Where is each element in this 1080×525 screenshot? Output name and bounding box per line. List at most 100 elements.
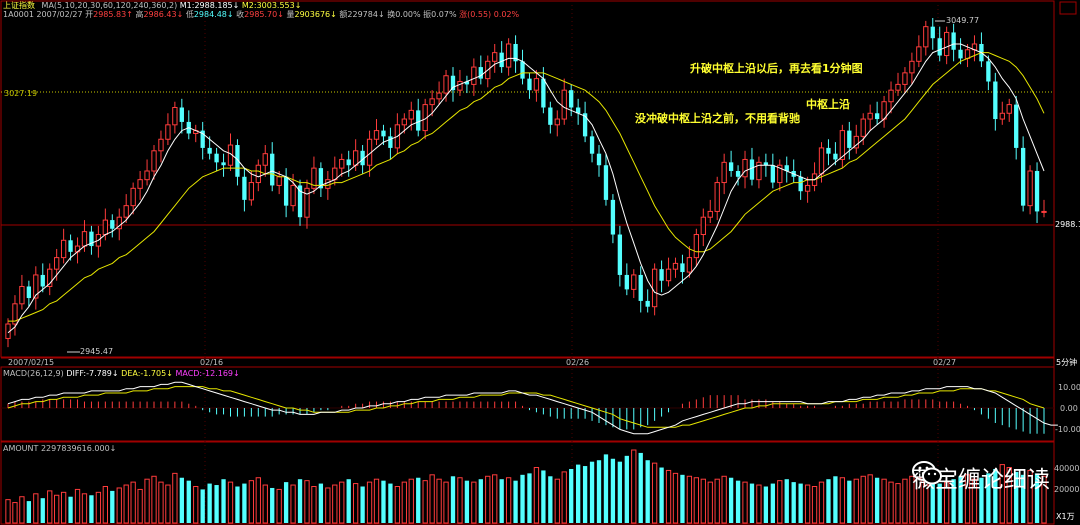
date-label-2: 02/26 [566, 358, 590, 367]
candle-body-down [624, 274, 629, 290]
amount-bar-up [1027, 469, 1033, 524]
amount-bar-up [631, 449, 637, 524]
candles-layer [5, 18, 1047, 348]
candle-body-up [944, 31, 950, 57]
amount-bar-down [242, 483, 247, 523]
candle-body-down [680, 263, 685, 273]
m2-label: M2: [241, 1, 257, 10]
candle-body-down [937, 38, 942, 56]
amount-bar-up [95, 491, 102, 524]
candle-body-up [1006, 104, 1012, 114]
amount-bar-up [123, 484, 129, 524]
amount-bar-down [1034, 473, 1040, 523]
macd-header: MACD(26,12,9) DIFF:-7.789↓ DEA:-1.705↓ M… [3, 369, 240, 378]
watermark: 薇宝缠论细读 [912, 460, 1050, 494]
candle-body-down [603, 165, 609, 200]
amount-bar-down [680, 474, 685, 523]
ma-fast-line [7, 43, 1045, 334]
candle-body-up [888, 89, 894, 103]
candle-body-down [520, 61, 525, 79]
peak-label: 3049.77 [946, 16, 980, 25]
amount-bar-up [853, 478, 859, 524]
amount-bar-up [172, 472, 178, 524]
change-label: 涨 [459, 10, 468, 19]
candle-body-down [798, 176, 803, 192]
amount-bar-down [979, 477, 984, 523]
amount-bar-up [700, 478, 706, 524]
amount-title: AMOUNT [3, 444, 39, 453]
amount-bar-up [158, 481, 164, 524]
candle-body-down [735, 171, 741, 177]
corner-box[interactable] [1059, 1, 1077, 15]
candle-body-down [645, 300, 650, 307]
candle-body-up [325, 179, 331, 189]
index-name[interactable]: 上证指数 [3, 1, 35, 10]
candle-body-down [784, 165, 789, 172]
candle-body-up [311, 167, 317, 189]
amount-tick-top: 400000 [1054, 464, 1080, 473]
change-value: (0.55) 0.02% [467, 10, 520, 19]
volume-label: 量 [286, 10, 295, 19]
ma-layer [7, 43, 1045, 334]
amount-bar-up [867, 474, 873, 524]
candle-body-down [1034, 171, 1040, 212]
amount-bar-up [137, 488, 143, 524]
candle-body-up [714, 182, 720, 212]
candle-body-up [290, 184, 296, 207]
macd-layer [1, 381, 1058, 435]
amount-bar-down [993, 468, 998, 523]
candle-body-up [839, 130, 846, 160]
candle-body-down [958, 49, 963, 59]
close-value: 2985.70 [244, 10, 278, 19]
candle-body-down [207, 147, 212, 154]
amount-bar-down [638, 452, 643, 523]
candle-body-up [137, 179, 143, 189]
candle-body-up [12, 303, 18, 325]
candle-body-down [527, 78, 532, 91]
amplitude-label: 振 [423, 10, 432, 19]
amount-bar-up [860, 475, 866, 524]
amount-bar-down [68, 496, 73, 523]
candle-body-up [756, 161, 762, 181]
amount-bar-up [366, 481, 373, 524]
amount-bar-up [811, 486, 818, 524]
amount-bar-down [221, 479, 226, 523]
amount-bar-up [193, 486, 199, 524]
candle-body-down [283, 176, 289, 206]
amount-bar-up [102, 486, 108, 524]
candle-body-down [235, 145, 240, 177]
diff-value: -7.789 [86, 369, 112, 378]
candle-body-down [464, 81, 470, 85]
amount-bar-down [763, 486, 769, 523]
candle-body-up [1041, 210, 1047, 213]
candle-body-up [471, 66, 477, 85]
candle-body-up [860, 118, 866, 137]
amount-bar-up [33, 493, 39, 524]
amount-bar-up [909, 475, 915, 524]
candle-body-up [818, 147, 825, 175]
amount-bar-down [986, 473, 991, 523]
candle-body-down [214, 153, 219, 163]
candle-body-up [505, 43, 512, 68]
candle-body-up [707, 210, 713, 218]
amount-bar-up [895, 483, 901, 524]
amount-bar-down [26, 501, 32, 523]
candle-body-down [478, 67, 483, 79]
amount-bar-up [81, 493, 88, 524]
period-label[interactable]: 5分钟 [1056, 358, 1078, 367]
dea-line [7, 386, 1045, 428]
candle-body-down [548, 107, 553, 125]
code: 1A0001 [3, 10, 34, 19]
amount-bar-down [610, 458, 616, 523]
amount-bar-up [485, 475, 491, 524]
candle-body-down [951, 32, 956, 50]
candle-body-up [700, 216, 706, 236]
amount-bar-up [651, 462, 658, 524]
candle-body-down [40, 274, 45, 287]
candle-body-down [589, 136, 595, 154]
candle-body-down [242, 176, 247, 200]
amount-bar-up [714, 478, 720, 524]
candle-body-up [923, 26, 929, 48]
candle-body-up [116, 216, 122, 230]
